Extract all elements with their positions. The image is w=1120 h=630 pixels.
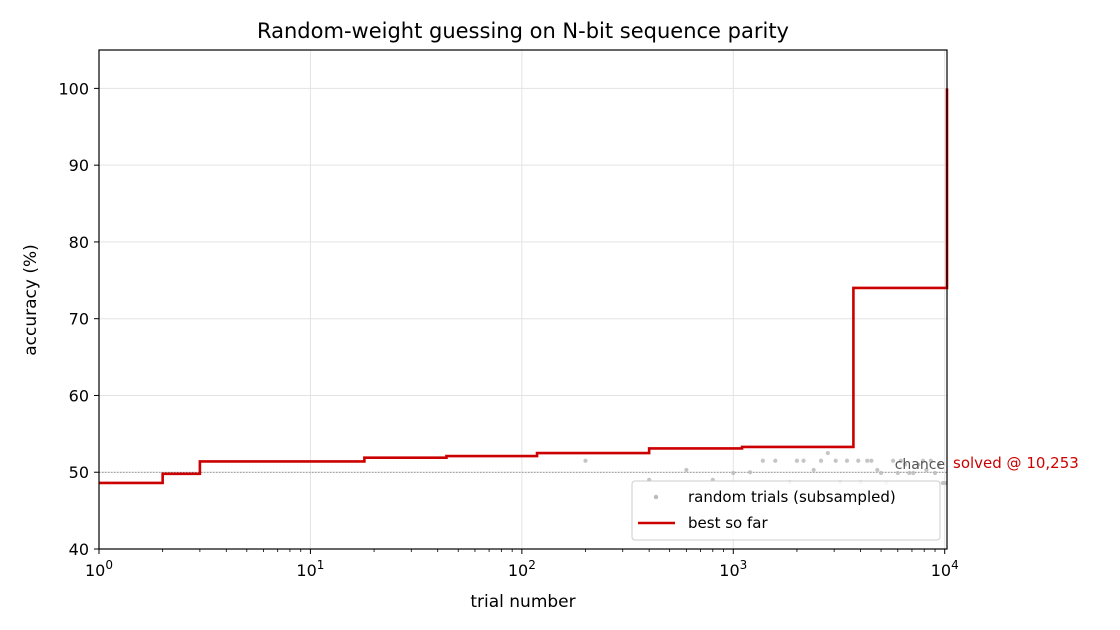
scatter-point <box>818 458 824 463</box>
x-axis: 100 101 102 103 104 <box>85 549 959 580</box>
scatter-point <box>747 470 753 475</box>
plot-frame <box>98 49 948 550</box>
y-tick-label: 40 <box>69 540 89 559</box>
scatter-point <box>936 462 942 467</box>
legend: random trials (subsampled) best so far <box>631 480 941 541</box>
x-tick-label: 101 <box>296 558 324 580</box>
scatter-point <box>898 458 903 463</box>
scatter-point <box>833 458 838 463</box>
scatter-point <box>928 458 933 463</box>
scatter-point <box>911 470 916 476</box>
x-tick-label: 104 <box>931 558 959 580</box>
y-tick-label: 70 <box>69 310 89 329</box>
x-axis-label: trial number <box>470 592 575 612</box>
best-so-far-line <box>99 88 949 485</box>
legend-label-scatter: random trials (subsampled) <box>688 488 896 506</box>
scatter-point <box>773 458 778 463</box>
legend-scatter-marker <box>653 494 659 500</box>
scatter-point <box>856 458 861 463</box>
y-axis: 40 50 60 70 80 90 100 <box>58 79 99 559</box>
y-axis-label: accuracy (%) <box>21 244 41 356</box>
x-tick-label: 100 <box>85 558 113 580</box>
legend-label-line: best so far <box>688 514 768 532</box>
scatter-point <box>844 458 850 463</box>
legend-box <box>631 480 941 541</box>
scatter-point <box>890 458 896 463</box>
y-tick-label: 50 <box>69 463 89 482</box>
scatter-point <box>903 462 908 467</box>
y-tick-label: 100 <box>58 79 89 98</box>
scatter-point <box>920 458 926 463</box>
scatter-point <box>932 470 938 476</box>
scatter-point <box>875 467 880 473</box>
scatter-point <box>731 470 736 476</box>
y-tick-label: 90 <box>69 156 89 175</box>
scatter-point <box>878 470 884 476</box>
scatter-point <box>924 467 929 473</box>
scatter-point <box>760 458 765 463</box>
scatter-point <box>916 462 921 467</box>
scatter-point <box>895 470 900 476</box>
chart-title: Random-weight guessing on N-bit sequence… <box>257 19 789 43</box>
x-tick-label: 102 <box>508 558 536 580</box>
scatter-point <box>684 467 689 473</box>
scatter-point <box>869 458 874 463</box>
scatter-point <box>794 458 800 463</box>
scatter-point <box>825 450 830 456</box>
chance-label: chance <box>895 457 945 473</box>
solved-annotation: solved @ 10,253 <box>953 454 1079 472</box>
scatter-point <box>583 458 588 463</box>
y-tick-label: 80 <box>69 233 89 252</box>
y-tick-label: 60 <box>69 386 89 405</box>
plot-background <box>99 50 947 549</box>
scatter-point <box>907 470 912 476</box>
scatter-point <box>801 458 806 463</box>
x-tick-label: 103 <box>719 558 747 580</box>
scatter-point <box>811 467 816 473</box>
scatter-point <box>865 458 870 463</box>
